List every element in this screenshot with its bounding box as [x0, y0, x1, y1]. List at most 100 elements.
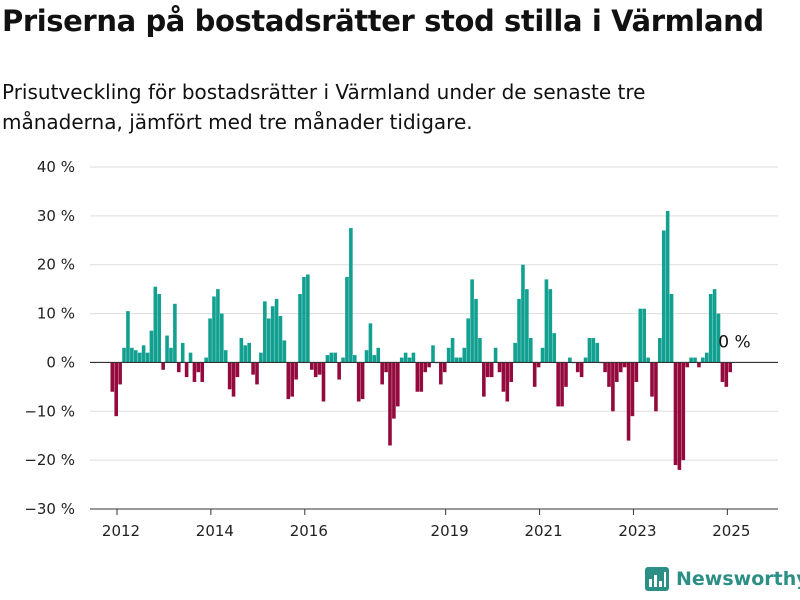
bar: [137, 352, 142, 363]
bar: [568, 357, 572, 363]
bar: [364, 350, 369, 363]
bar: [517, 298, 521, 363]
bar: [505, 362, 510, 402]
bar: [184, 362, 189, 378]
bar: [716, 313, 721, 363]
bar: [712, 289, 717, 363]
bar: [235, 362, 240, 378]
chart-subtitle: Prisutveckling för bostadsrätter i Värml…: [2, 80, 646, 134]
bar: [423, 362, 427, 373]
bar: [204, 357, 208, 363]
bar: [133, 350, 138, 363]
y-tick-label: −30 %: [24, 500, 75, 518]
bar: [446, 347, 451, 363]
bar: [384, 362, 388, 373]
bar: [192, 362, 197, 382]
bar: [708, 294, 713, 363]
bar: [493, 347, 498, 363]
bar: [157, 294, 162, 363]
bar: [352, 355, 357, 363]
bar: [427, 362, 431, 368]
bar: [173, 303, 177, 363]
bar: [396, 362, 400, 407]
bar: [380, 362, 384, 385]
bar: [345, 276, 349, 363]
bar: [220, 313, 224, 363]
bar: [626, 362, 631, 441]
bar: [415, 362, 420, 392]
bar: [114, 362, 119, 417]
bar: [583, 357, 588, 363]
bar: [188, 352, 193, 363]
bar: [266, 318, 271, 363]
bar: [290, 362, 295, 397]
bar: [231, 362, 236, 397]
bar: [462, 347, 467, 363]
bar: [376, 347, 381, 363]
bar: [497, 362, 502, 373]
bar: [595, 342, 600, 363]
bar: [478, 338, 482, 363]
bar: [693, 357, 697, 363]
bar: [294, 362, 298, 380]
bar: [227, 362, 232, 390]
bar: [532, 362, 537, 387]
bar: [110, 362, 115, 392]
bar: [638, 308, 643, 363]
x-tick-label: 2016: [290, 522, 328, 540]
bar: [603, 362, 607, 373]
bar: [536, 362, 541, 368]
bar: [611, 362, 615, 412]
bar: [239, 338, 244, 363]
bar: [329, 352, 334, 363]
bar: [482, 362, 486, 397]
bar: [309, 362, 314, 370]
bar: [274, 298, 279, 363]
bar: [681, 362, 686, 461]
bar: [302, 276, 306, 363]
bar: [724, 362, 729, 387]
x-tick-label: 2014: [196, 522, 234, 540]
bar: [411, 352, 416, 363]
bar: [646, 357, 650, 363]
bar: [141, 345, 146, 363]
y-tick-label: 30 %: [37, 207, 75, 225]
y-tick-label: 40 %: [37, 158, 75, 176]
bar: [263, 301, 267, 363]
bar: [701, 357, 705, 363]
bar: [392, 362, 396, 419]
bar: [458, 357, 463, 363]
bar: [306, 274, 310, 363]
bar: [439, 362, 443, 385]
bar: [145, 352, 150, 363]
bar: [118, 362, 122, 385]
bar: [552, 333, 557, 363]
bar: [658, 338, 662, 363]
bar: [399, 357, 404, 363]
chart-title: Priserna på bostadsrätter stod stilla i …: [2, 4, 764, 38]
bar: [196, 362, 201, 373]
bar: [286, 362, 291, 400]
y-tick-label: 0 %: [46, 353, 75, 371]
bar: [634, 362, 639, 382]
bar: [642, 308, 646, 363]
bar: [368, 323, 373, 363]
bar: [325, 355, 330, 363]
bar: [223, 350, 228, 363]
bar: [485, 362, 490, 378]
bar: [259, 352, 263, 363]
bar: [521, 264, 525, 363]
bar: [317, 362, 322, 375]
bar: [685, 362, 690, 368]
bar: [200, 362, 205, 382]
bar: [673, 362, 678, 466]
bar: [169, 347, 173, 363]
bar: [548, 289, 553, 363]
y-tick-label: −10 %: [24, 402, 75, 420]
bar: [360, 362, 365, 400]
bar: [130, 347, 134, 363]
bar: [149, 330, 154, 363]
bar: [528, 338, 533, 363]
bar: [341, 357, 345, 363]
bar: [615, 362, 619, 382]
